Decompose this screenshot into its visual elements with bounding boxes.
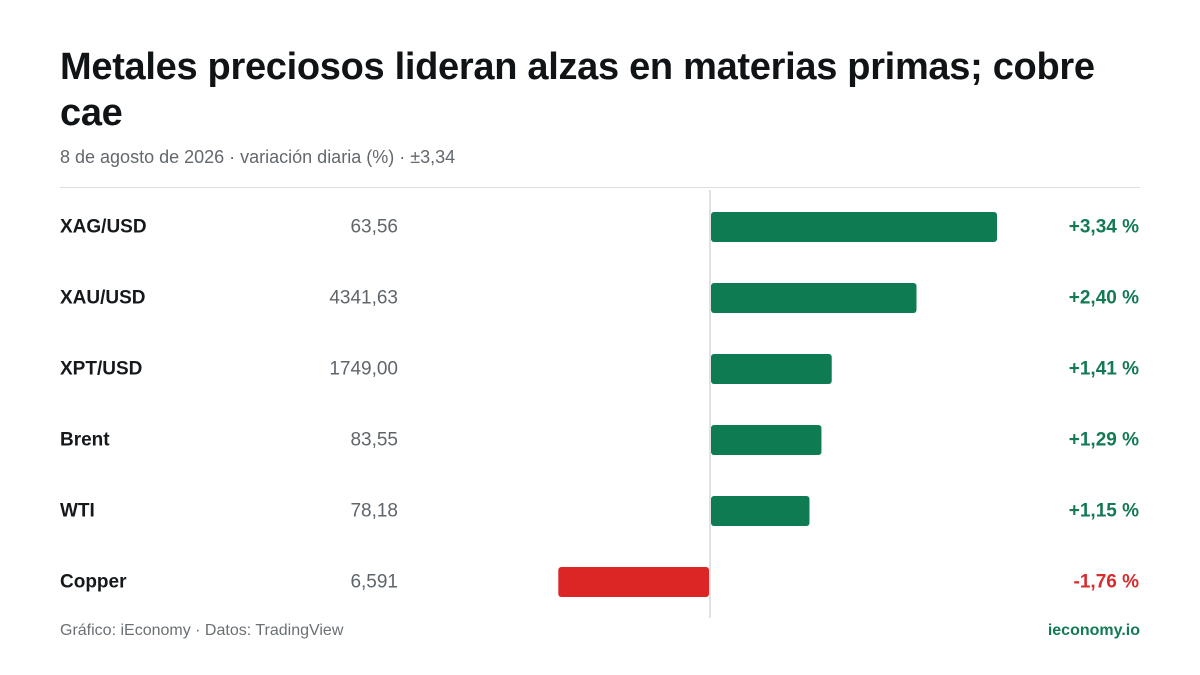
- bar: [711, 283, 917, 313]
- price-label: 4341,63: [329, 288, 398, 309]
- value-label: +3,34 %: [1069, 217, 1139, 238]
- value-label: -1,76 %: [1074, 572, 1140, 593]
- value-label: +1,41 %: [1069, 359, 1139, 380]
- footer-brand-link[interactable]: ieconomy.io: [1047, 622, 1140, 639]
- price-label: 63,56: [350, 217, 398, 238]
- chart-title: Metales preciosos lideran alzas en mater…: [60, 46, 1095, 134]
- bar: [711, 496, 810, 526]
- value-label: +2,40 %: [1069, 288, 1139, 309]
- price-label: 6,591: [350, 572, 398, 593]
- price-label: 78,18: [350, 501, 398, 522]
- bar: [711, 212, 997, 242]
- bar: [711, 425, 822, 455]
- category-label: Copper: [60, 572, 127, 593]
- price-label: 83,55: [350, 430, 398, 451]
- category-label: WTI: [60, 501, 95, 522]
- bar: [711, 354, 832, 384]
- value-label: +1,29 %: [1069, 430, 1139, 451]
- bar: [558, 567, 709, 597]
- category-label: XAU/USD: [60, 288, 146, 309]
- header-divider: [60, 187, 1140, 188]
- value-label: +1,15 %: [1069, 501, 1139, 522]
- category-label: XAG/USD: [60, 217, 147, 238]
- chart-subtitle: 8 de agosto de 2026 · variación diaria (…: [60, 147, 456, 167]
- category-label: Brent: [60, 430, 110, 451]
- category-label: XPT/USD: [60, 359, 142, 380]
- price-label: 1749,00: [329, 359, 398, 380]
- footer-source: Gráfico: iEconomy · Datos: TradingView: [60, 622, 344, 639]
